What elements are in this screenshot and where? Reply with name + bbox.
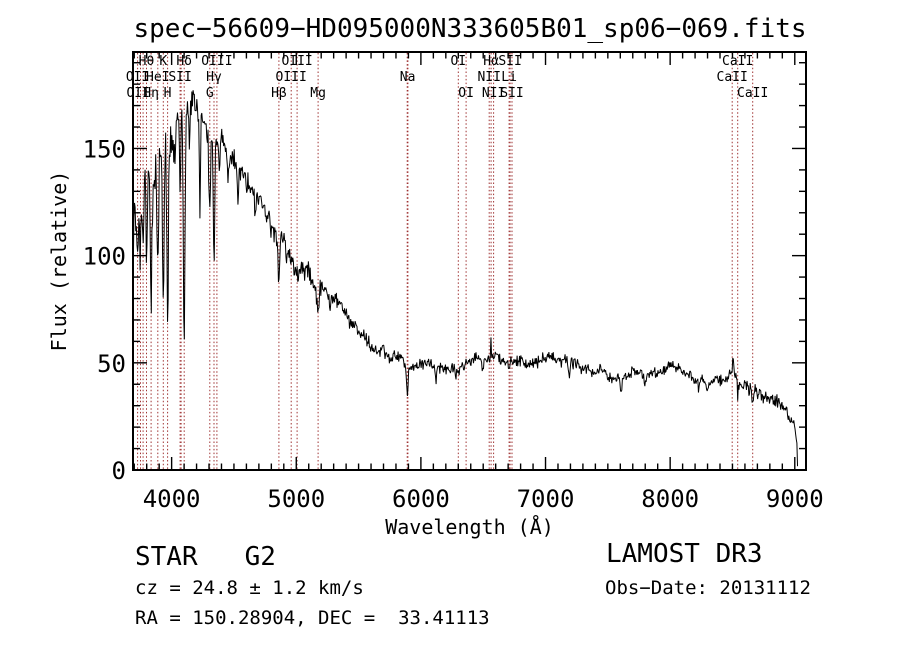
spectral-line-label: NII bbox=[482, 86, 505, 101]
spectral-line-label: CaII bbox=[717, 70, 748, 85]
spectral-line-label: K bbox=[159, 54, 167, 69]
spectral-line-markers bbox=[137, 53, 754, 469]
spectral-line-label: Li bbox=[501, 70, 517, 85]
x-tick-label: 4000 bbox=[143, 485, 201, 513]
spectral-line-label: OII bbox=[126, 86, 149, 101]
y-axis-title: Flux (relative) bbox=[47, 171, 71, 352]
spectral-line-label: OI bbox=[450, 54, 466, 69]
axis-ticks bbox=[133, 52, 806, 470]
x-tick-label: 5000 bbox=[267, 485, 325, 513]
spectral-line-label: SII bbox=[500, 86, 523, 101]
spectral-line-label: Hα bbox=[483, 54, 499, 69]
footer-cz-value: cz = 24.8 ± 1.2 km/s bbox=[135, 577, 364, 599]
x-tick-label: 7000 bbox=[517, 485, 575, 513]
y-tick-label: 50 bbox=[97, 350, 126, 378]
plot-title: spec−56609−HD095000N333605B01_sp06−069.f… bbox=[133, 14, 807, 44]
plot-box bbox=[132, 51, 807, 471]
spectrum-curve bbox=[132, 90, 799, 467]
y-tick-label: 0 bbox=[112, 457, 126, 485]
spectral-line-label: HeI bbox=[146, 70, 169, 85]
spectral-line-label: Hγ bbox=[206, 70, 222, 85]
footer-obs-date: Obs−Date: 20131112 bbox=[605, 577, 811, 599]
spectral-line-label: OIII bbox=[281, 54, 312, 69]
footer-ra-dec: RA = 150.28904, DEC = 33.41113 bbox=[135, 607, 490, 629]
spectral-line-label: Hδ bbox=[176, 54, 192, 69]
spectral-line-label: OI bbox=[458, 86, 474, 101]
footer-object-class: STAR G2 bbox=[135, 542, 276, 572]
x-tick-label: 8000 bbox=[641, 485, 699, 513]
spectral-line-label: OII bbox=[126, 70, 149, 85]
spectral-line-label: SII bbox=[168, 70, 191, 85]
spectral-line-label: Mg bbox=[310, 86, 326, 101]
spectral-line-label: Hη bbox=[143, 86, 159, 101]
spectral-line-label: OIII bbox=[201, 54, 232, 69]
tick-labels: 4000 5000 6000 7000 8000 9000 0 50 100 150 bbox=[83, 136, 824, 514]
spectral-line-label: G bbox=[206, 86, 214, 101]
spectral-line-label: Hβ bbox=[271, 86, 287, 101]
spectral-line-label: Na bbox=[400, 70, 416, 85]
x-axis-title: Wavelength (Å) bbox=[385, 515, 554, 539]
y-tick-label: 100 bbox=[83, 243, 126, 271]
spectral-line-label: CaII bbox=[737, 86, 768, 101]
y-tick-label: 150 bbox=[83, 136, 126, 164]
spectral-line-label: CaII bbox=[722, 54, 753, 69]
spectral-line-label: NII bbox=[477, 70, 500, 85]
x-tick-label: 6000 bbox=[392, 485, 450, 513]
spectral-line-label: Hθ bbox=[139, 54, 155, 69]
spectral-line-label: H bbox=[164, 86, 172, 101]
spectral-line-label: OIII bbox=[276, 70, 307, 85]
x-tick-label: 9000 bbox=[766, 485, 824, 513]
footer-survey-release: LAMOST DR3 bbox=[606, 539, 763, 569]
spectral-line-label: SII bbox=[498, 54, 521, 69]
